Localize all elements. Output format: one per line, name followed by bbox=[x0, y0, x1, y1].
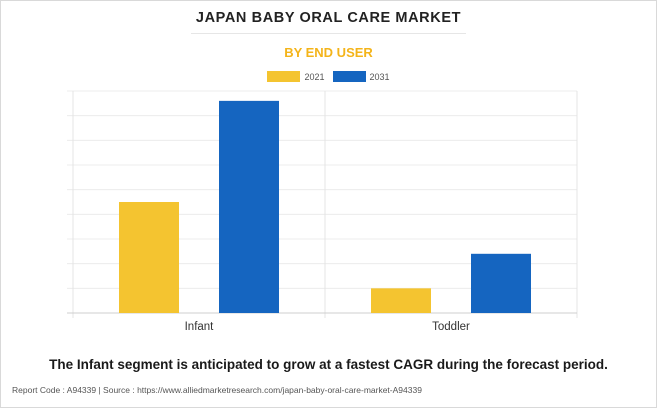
legend-label-2031: 2031 bbox=[369, 71, 390, 82]
legend-swatch-2031 bbox=[332, 71, 366, 82]
legend-item-2031[interactable]: 2031 bbox=[332, 71, 390, 82]
legend-swatch-2021 bbox=[267, 71, 301, 82]
chart-legend: 2021 2031 bbox=[0, 71, 657, 82]
x-tick-label-toddler: Toddler bbox=[432, 321, 470, 333]
bar-infant-2021 bbox=[119, 202, 179, 313]
legend-item-2021[interactable]: 2021 bbox=[267, 71, 325, 82]
x-tick-label-infant: Infant bbox=[185, 321, 215, 333]
bar-toddler-2021 bbox=[371, 288, 431, 313]
chart-title: JAPAN BABY ORAL CARE MARKET bbox=[195, 10, 462, 26]
legend-label-2021: 2021 bbox=[304, 71, 325, 82]
chart-subtitle: BY END USER bbox=[284, 45, 373, 60]
title-divider bbox=[191, 33, 466, 34]
chart-caption: The Infant segment is anticipated to gro… bbox=[49, 357, 608, 372]
source-footer: Report Code : A94339 | Source : https://… bbox=[12, 385, 422, 395]
bar-infant-2031 bbox=[219, 100, 279, 313]
bar-toddler-2031 bbox=[471, 253, 531, 313]
